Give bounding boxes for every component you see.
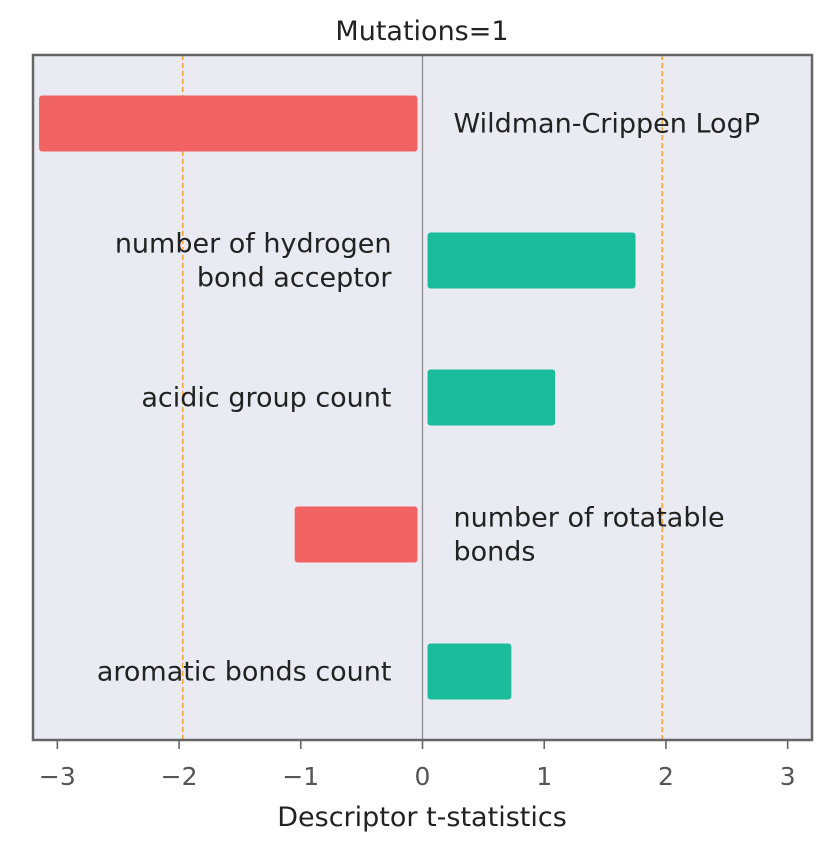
x-tick-label: 2 bbox=[658, 762, 674, 791]
bar-label-3: number of rotatable bonds bbox=[454, 503, 725, 568]
bar-label-line: acidic group count bbox=[141, 383, 391, 414]
bar-label-line: bonds bbox=[454, 537, 536, 568]
bar-0 bbox=[39, 95, 418, 152]
x-tick-label: 0 bbox=[415, 762, 431, 791]
bar-label-line: number of hydrogen bbox=[115, 229, 392, 260]
chart-title: Mutations=1 bbox=[335, 16, 508, 47]
bar-3 bbox=[294, 506, 418, 563]
bar-label-2: acidic group count bbox=[141, 383, 391, 414]
bars bbox=[39, 95, 636, 700]
x-tick-label: 1 bbox=[536, 762, 552, 791]
x-tick-label: −1 bbox=[282, 762, 319, 791]
bar-label-0: Wildman-Crippen LogP bbox=[454, 109, 761, 140]
bar-label-line: number of rotatable bbox=[454, 503, 725, 534]
reference-lines bbox=[181, 55, 664, 740]
x-tick-label: 3 bbox=[780, 762, 796, 791]
bar-2 bbox=[427, 369, 556, 426]
bar-label-1: number of hydrogen bond acceptor bbox=[115, 229, 393, 294]
x-tick-label: −3 bbox=[39, 762, 76, 791]
bar-label-line: Wildman-Crippen LogP bbox=[454, 109, 761, 140]
x-axis-label: Descriptor t-statistics bbox=[277, 802, 567, 833]
bar-label-line: aromatic bonds count bbox=[97, 657, 392, 688]
bar-label-line: bond acceptor bbox=[197, 263, 393, 294]
bar-label-4: aromatic bonds count bbox=[97, 657, 392, 688]
bar-1 bbox=[427, 232, 636, 289]
bar-4 bbox=[427, 643, 512, 700]
x-axis-ticks: −3 −2 −1 0 1 2 3 bbox=[39, 740, 796, 791]
x-tick-label: −2 bbox=[161, 762, 198, 791]
